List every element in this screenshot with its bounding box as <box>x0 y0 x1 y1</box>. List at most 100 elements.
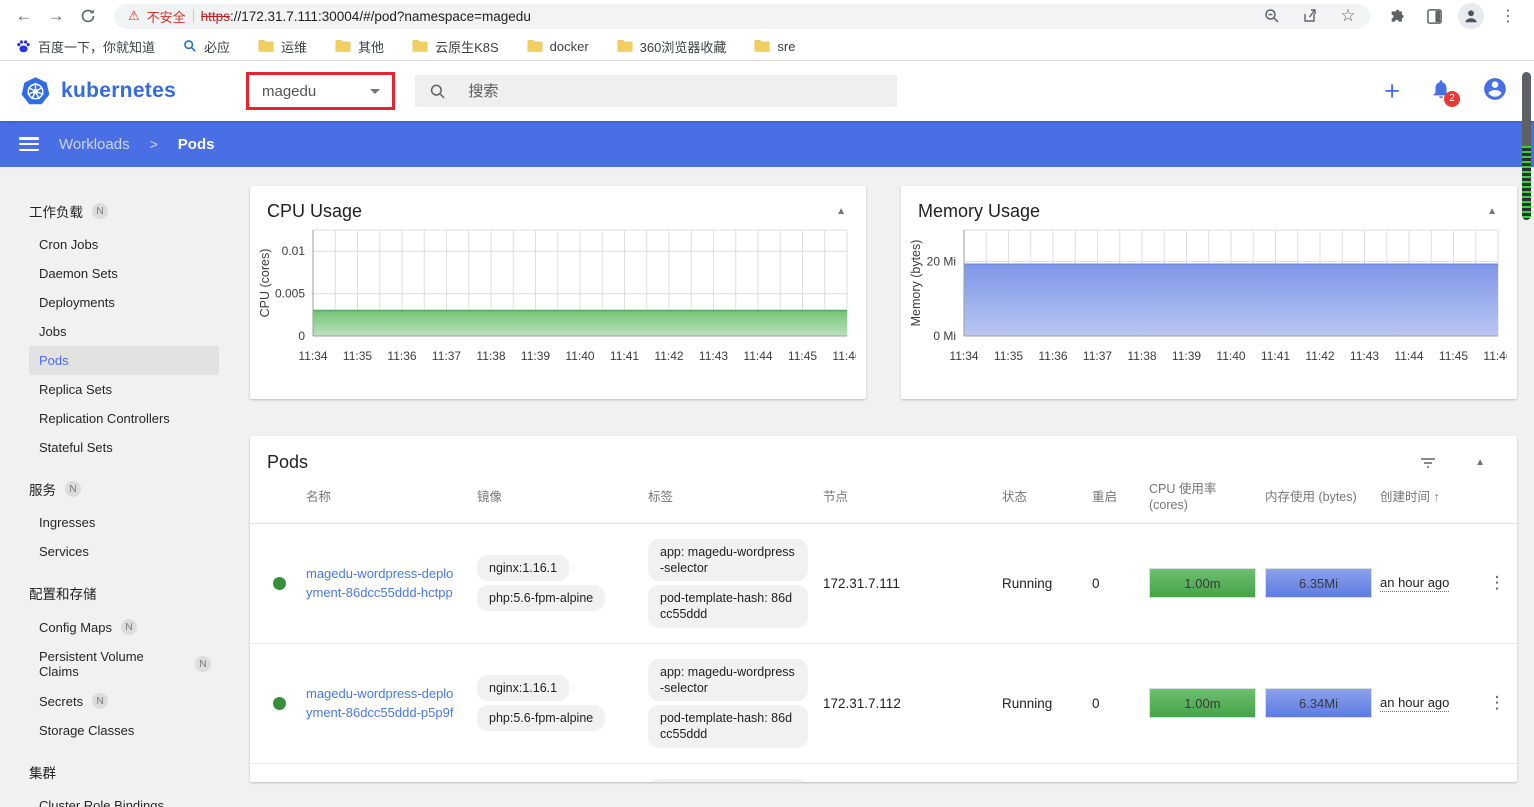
namespaced-badge: N <box>92 693 109 709</box>
svg-text:0: 0 <box>298 329 305 343</box>
filter-icon[interactable] <box>1419 456 1437 470</box>
bookmark-star-icon[interactable]: ☆ <box>1340 6 1356 25</box>
bookmark-folder-sre[interactable]: sre <box>754 39 795 54</box>
scrollbar-thumb[interactable] <box>1522 72 1531 220</box>
zoom-out-icon[interactable] <box>1260 4 1284 28</box>
column-header-labels: 标签 <box>648 490 674 505</box>
column-header-name[interactable]: 名称 <box>306 490 332 505</box>
page-title: Pods <box>177 135 215 153</box>
table-row: magedu-wordpress-deployment-86dcc55ddd-h… <box>250 524 1517 644</box>
svg-text:11:39: 11:39 <box>521 349 550 363</box>
sidebar-item-persistent-volume-claims[interactable]: Persistent Volume Claims N <box>29 642 219 686</box>
bookmark-bing[interactable]: 必应 <box>183 37 230 56</box>
svg-text:11:38: 11:38 <box>476 349 505 363</box>
svg-text:CPU (cores): CPU (cores) <box>258 249 272 318</box>
bookmark-baidu[interactable]: 百度一下，你就知道 <box>16 37 155 56</box>
svg-text:11:36: 11:36 <box>1038 349 1067 363</box>
side-panel-icon[interactable] <box>1422 4 1446 28</box>
breadcrumb-parent[interactable]: Workloads <box>59 135 130 153</box>
sidebar-item-cron-jobs[interactable]: Cron Jobs <box>39 237 99 252</box>
restarts-cell: 0 <box>1092 575 1100 591</box>
sidebar-item-stateful-sets[interactable]: Stateful Sets <box>39 440 113 455</box>
notifications-button[interactable]: 2 <box>1430 78 1460 107</box>
sidebar-item-replication-controllers[interactable]: Replication Controllers <box>39 411 170 426</box>
memory-usage-card: Memory Usage ▲ 0 Mi 20 Mi 11:34 11:35 11:36 1… <box>901 186 1517 399</box>
folder-icon <box>527 40 543 52</box>
svg-text:11:44: 11:44 <box>743 349 772 363</box>
forward-button[interactable]: → <box>47 6 65 25</box>
collapse-arrow-icon[interactable]: ▲ <box>1475 457 1485 468</box>
svg-text:11:43: 11:43 <box>1350 349 1379 363</box>
extensions-icon[interactable] <box>1386 4 1410 28</box>
sidebar: 工作负载 N Cron Jobs Daemon Sets Deployments … <box>0 167 248 807</box>
sidebar-item-config-maps[interactable]: Config Maps N <box>29 612 219 642</box>
sidebar-item-storage-classes[interactable]: Storage Classes <box>39 723 135 738</box>
bookmark-folder-qita[interactable]: 其他 <box>335 37 384 56</box>
column-header-status[interactable]: 状态 <box>1002 490 1028 505</box>
share-icon[interactable] <box>1298 4 1322 28</box>
sidebar-item-secrets[interactable]: Secrets N <box>29 686 219 716</box>
bookmark-folder-k8s[interactable]: 云原生K8S <box>412 37 499 56</box>
back-button[interactable]: ← <box>15 6 33 25</box>
folder-icon <box>754 40 770 52</box>
sidebar-item-deployments[interactable]: Deployments <box>39 295 115 310</box>
reload-button[interactable] <box>74 2 102 30</box>
account-icon <box>1484 77 1506 100</box>
namespaced-badge: N <box>92 203 108 219</box>
pod-name-link[interactable]: magedu-wordpress-deployment-86dcc55ddd-p… <box>306 685 454 721</box>
column-header-created[interactable]: 创建时间 ↑ <box>1380 490 1440 505</box>
hamburger-menu-icon[interactable] <box>19 137 39 151</box>
header-actions: + 2 <box>1384 61 1508 121</box>
label-chip: pod-template-hash: 86dcc55ddd <box>648 705 808 748</box>
chart-title: CPU Usage <box>267 201 363 221</box>
sidebar-item-ingresses[interactable]: Ingresses <box>39 515 96 530</box>
reload-icon <box>81 9 95 23</box>
sidebar-section-cluster: 集群 <box>29 766 56 781</box>
status-cell: Running <box>1002 695 1053 711</box>
create-button[interactable]: + <box>1384 75 1400 106</box>
sidebar-item-daemon-sets[interactable]: Daemon Sets <box>39 266 118 281</box>
url-bar[interactable]: ⚠ 不安全 https://172.31.7.111:30004/#/pod?n… <box>114 3 1370 29</box>
row-menu-button[interactable]: ⋮ <box>1488 693 1506 712</box>
search-input[interactable] <box>468 82 883 100</box>
sidebar-item-cluster-role-bindings[interactable]: Cluster Role Bindings <box>39 798 165 807</box>
pod-status-dot <box>273 576 286 590</box>
sidebar-item-replica-sets[interactable]: Replica Sets <box>39 382 112 397</box>
bookmark-folder-yunwei[interactable]: 运维 <box>258 37 307 56</box>
sidebar-item-jobs[interactable]: Jobs <box>39 324 67 339</box>
created-cell: an hour ago <box>1380 575 1450 592</box>
svg-text:11:45: 11:45 <box>788 349 817 363</box>
bookmark-folder-360[interactable]: 360浏览器收藏 <box>617 37 726 56</box>
svg-text:11:38: 11:38 <box>1127 349 1156 363</box>
svg-text:11:41: 11:41 <box>1261 349 1290 363</box>
baidu-paw-icon <box>17 39 30 52</box>
sidebar-item-services[interactable]: Services <box>39 544 89 559</box>
column-header-restarts: 重启 <box>1092 490 1118 505</box>
memory-usage-bar: 6.34Mi <box>1265 688 1372 718</box>
cpu-usage-bar: 1.00m <box>1149 568 1256 598</box>
table-header-row: 名称 镜像 标签 节点 状态 重启 CPU 使用率 (cores) 内存使用 (… <box>250 475 1517 524</box>
svg-text:11:40: 11:40 <box>565 349 594 363</box>
url-rest: ://172.31.7.111:30004/#/pod?namespace=ma… <box>229 8 531 24</box>
bookmark-folder-docker[interactable]: docker <box>527 39 589 54</box>
kubernetes-logo <box>21 76 50 104</box>
url-scheme: https <box>200 8 230 24</box>
namespaced-badge: N <box>120 619 137 635</box>
image-chip: nginx:1.16.1 <box>477 674 570 701</box>
browser-menu-icon[interactable]: ⋮ <box>1500 8 1516 25</box>
pod-name-link[interactable]: magedu-wordpress-deployment-86dcc55ddd-h… <box>306 565 454 601</box>
namespace-select[interactable]: magedu <box>246 72 395 110</box>
status-cell: Running <box>1002 575 1053 591</box>
account-button[interactable] <box>1482 76 1508 107</box>
brand: kubernetes <box>0 76 176 107</box>
collapse-arrow-icon[interactable]: ▲ <box>836 206 846 217</box>
sidebar-item-pods[interactable]: Pods <box>29 346 219 375</box>
browser-profile-icon[interactable] <box>1458 3 1484 29</box>
restarts-cell: 0 <box>1092 695 1100 711</box>
row-menu-button[interactable]: ⋮ <box>1488 573 1506 592</box>
collapse-arrow-icon[interactable]: ▲ <box>1487 206 1497 217</box>
label-chip: pod-template-hash: 86dcc55ddd <box>648 585 808 628</box>
column-header-memory: 内存使用 (bytes) <box>1265 490 1357 505</box>
svg-text:11:45: 11:45 <box>1439 349 1468 363</box>
table-row: magedu-wordpress-deployment-86dcc55ddd-p… <box>250 644 1517 764</box>
